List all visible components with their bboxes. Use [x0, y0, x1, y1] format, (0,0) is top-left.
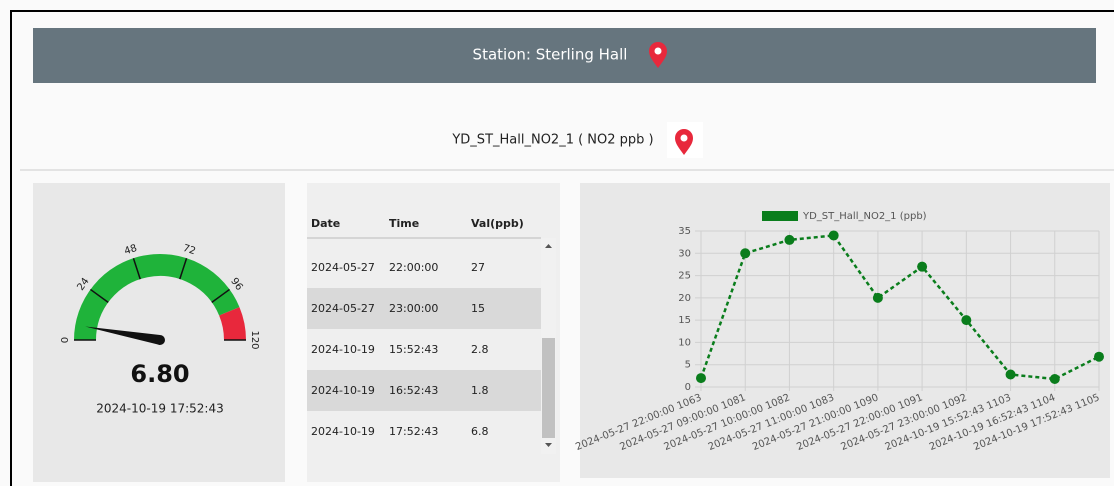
y-tick-label: 25 — [678, 271, 691, 282]
data-point — [961, 315, 972, 326]
table-cell: 6.8 — [471, 425, 489, 438]
table-cell: 17:52:43 — [389, 425, 438, 438]
header-title: Station: Sterling Hall — [473, 46, 628, 64]
data-point — [828, 230, 839, 241]
table-row-bg — [307, 288, 541, 329]
table-cell: 15:52:43 — [389, 343, 438, 356]
table-header: Time — [389, 217, 419, 230]
table-cell: 2024-10-19 — [311, 384, 375, 397]
y-tick-label: 15 — [678, 315, 691, 326]
pin-icon — [675, 129, 693, 155]
data-point — [1094, 351, 1104, 362]
table-cell: 22:00:00 — [389, 261, 438, 274]
gauge-band — [74, 254, 240, 341]
data-point — [917, 261, 928, 272]
table-cell: 23:00:00 — [389, 302, 438, 315]
header-bar — [33, 28, 1096, 83]
table-cell: 27 — [471, 261, 485, 274]
gauge-value: 6.80 — [130, 360, 189, 388]
table-cell: 15 — [471, 302, 485, 315]
y-tick-label: 30 — [678, 248, 691, 259]
data-point — [740, 248, 751, 259]
table-cell: 2024-05-27 — [311, 302, 375, 315]
table-row-bg — [307, 370, 541, 411]
y-tick-label: 20 — [678, 293, 691, 304]
table-header: Val(ppb) — [471, 217, 524, 230]
series-line — [699, 234, 1100, 381]
gauge-tick-label: 120 — [249, 330, 260, 349]
table-cell: 16:52:43 — [389, 384, 438, 397]
gauge-band — [218, 307, 246, 341]
y-tick-label: 5 — [685, 360, 691, 371]
legend-label: YD_ST_Hall_NO2_1 (ppb) — [802, 211, 927, 222]
table-header: Date — [311, 217, 340, 230]
y-tick-label: 0 — [685, 382, 691, 393]
y-tick-label: 35 — [678, 226, 691, 237]
table-cell: 2024-05-27 — [311, 261, 375, 274]
gauge-tick-label: 0 — [60, 337, 71, 343]
table-cell: 2024-10-19 — [311, 343, 375, 356]
pin-icon — [649, 42, 667, 68]
pin-hole — [654, 47, 662, 55]
gauge-tick — [89, 288, 109, 303]
table-cell: 1.8 — [471, 384, 489, 397]
scrollbar-thumb[interactable] — [542, 338, 555, 438]
gauge-tick — [132, 257, 141, 280]
gauge-tick — [179, 257, 188, 280]
legend-swatch — [762, 211, 798, 221]
data-point — [1005, 369, 1016, 380]
data-point — [696, 373, 706, 384]
gauge-card — [33, 183, 285, 482]
gauge-hub — [155, 335, 165, 345]
data-point — [784, 234, 795, 245]
sensor-label: YD_ST_Hall_NO2_1 ( NO2 ppb ) — [451, 133, 653, 148]
gauge-tick — [211, 288, 231, 303]
data-point — [1049, 373, 1060, 384]
table-card — [307, 183, 560, 482]
data-point — [872, 292, 883, 303]
y-tick-label: 10 — [678, 337, 691, 348]
table-cell: 2024-10-19 — [311, 425, 375, 438]
table-cell: 2.8 — [471, 343, 489, 356]
gauge-tick-label: 72 — [181, 243, 197, 257]
pin-hole — [680, 134, 688, 142]
gauge-needle — [85, 326, 160, 345]
gauge-timestamp: 2024-10-19 17:52:43 — [96, 402, 223, 416]
gauge-tick-label: 48 — [123, 243, 139, 257]
chart-card — [580, 183, 1110, 478]
